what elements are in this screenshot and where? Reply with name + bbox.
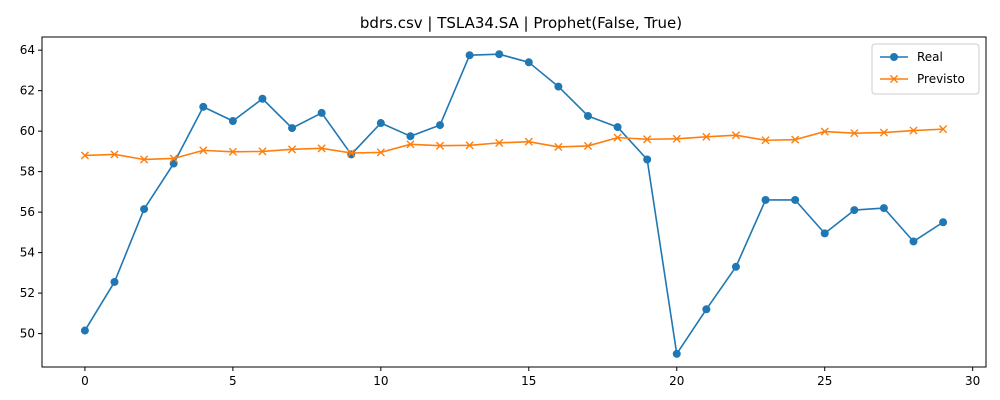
data-point-real: [731, 262, 740, 271]
data-point-previsto: [791, 135, 800, 144]
data-point-real: [258, 94, 267, 103]
legend-marker: [889, 74, 899, 84]
data-point-real: [939, 218, 948, 227]
data-point-real: [613, 123, 622, 132]
y-tick-label: 60: [20, 124, 35, 138]
data-point-real: [199, 102, 208, 111]
x-tick-label: 5: [229, 374, 237, 388]
data-point-previsto: [938, 125, 948, 134]
data-point-previsto: [287, 145, 297, 154]
data-point-real: [228, 117, 237, 126]
series-line-real: [84, 53, 944, 355]
data-point-real: [80, 326, 89, 335]
plot-frame: [41, 36, 987, 368]
data-point-previsto: [820, 127, 829, 136]
legend-label: Previsto: [917, 72, 965, 86]
data-point-real: [347, 150, 356, 159]
data-point-previsto: [613, 133, 622, 142]
data-point-real: [820, 229, 829, 238]
legend: Real Previsto: [871, 43, 980, 95]
data-point-previsto: [169, 154, 178, 163]
data-point-real: [524, 58, 533, 67]
data-point-previsto: [435, 141, 445, 150]
y-tick-label: 58: [20, 165, 35, 179]
series-real: [80, 50, 948, 358]
data-point-previsto: [199, 146, 208, 155]
data-point-previsto: [554, 142, 563, 152]
data-point-real: [879, 204, 888, 213]
data-point-real: [465, 51, 474, 60]
data-point-real: [140, 205, 149, 214]
data-point-previsto: [850, 129, 859, 138]
data-point-previsto: [347, 148, 356, 158]
data-point-previsto: [643, 135, 652, 144]
data-point-real: [761, 195, 770, 204]
data-point-previsto: [702, 132, 711, 141]
data-point-previsto: [80, 151, 90, 160]
chart-title: bdrs.csv | TSLA34.SA | Prophet(False, Tr…: [360, 14, 682, 32]
y-tick-label: 54: [20, 246, 35, 260]
y-tick-label: 50: [20, 327, 35, 341]
data-point-real: [436, 121, 445, 130]
x-tick-label: 30: [965, 374, 980, 388]
data-point-real: [909, 237, 918, 246]
data-point-previsto: [258, 147, 267, 156]
x-tick-label: 15: [521, 374, 536, 388]
data-point-previsto: [228, 147, 237, 156]
data-point-real: [672, 349, 681, 358]
data-point-previsto: [465, 141, 474, 150]
data-point-previsto: [376, 148, 385, 157]
data-point-real: [702, 305, 711, 314]
x-tick-label: 0: [81, 374, 89, 388]
data-point-previsto: [731, 131, 741, 140]
data-point-previsto: [524, 137, 533, 146]
data-point-previsto: [879, 128, 889, 137]
y-tick-label: 64: [20, 43, 35, 57]
y-tick-label: 52: [20, 286, 35, 300]
data-point-real: [791, 195, 800, 204]
legend-label: Real: [917, 50, 943, 64]
legend-marker: [890, 53, 898, 61]
series-previsto: [80, 125, 948, 164]
data-point-real: [376, 119, 385, 128]
data-point-real: [495, 50, 504, 59]
data-point-previsto: [495, 138, 504, 147]
y-tick-label: 62: [20, 84, 35, 98]
data-point-previsto: [406, 140, 415, 149]
data-point-real: [110, 277, 119, 286]
x-tick-label: 25: [817, 374, 832, 388]
data-point-previsto: [672, 134, 681, 143]
data-point-real: [583, 111, 592, 120]
data-point-real: [317, 108, 326, 117]
data-point-previsto: [139, 155, 149, 164]
x-tick-label: 10: [373, 374, 388, 388]
data-point-real: [169, 159, 178, 168]
legend-item-real: Real: [880, 50, 943, 64]
data-point-previsto: [110, 150, 119, 159]
data-point-previsto: [583, 141, 593, 151]
x-tick-label: 20: [669, 374, 684, 388]
series-line-previsto: [84, 128, 944, 161]
legend-item-previsto: Previsto: [880, 72, 965, 86]
data-point-real: [643, 155, 652, 164]
data-point-real: [554, 82, 563, 91]
series-layer: [80, 50, 948, 358]
data-point-real: [406, 132, 415, 141]
data-point-previsto: [761, 136, 770, 145]
axis-ticks: 0 5 10 15 20 25 30 50 52 54 56 58 60 62 64: [20, 43, 981, 388]
y-tick-label: 56: [20, 205, 35, 219]
data-point-real: [850, 206, 859, 215]
data-point-previsto: [909, 126, 918, 135]
data-point-previsto: [317, 144, 326, 153]
data-point-real: [288, 124, 297, 133]
